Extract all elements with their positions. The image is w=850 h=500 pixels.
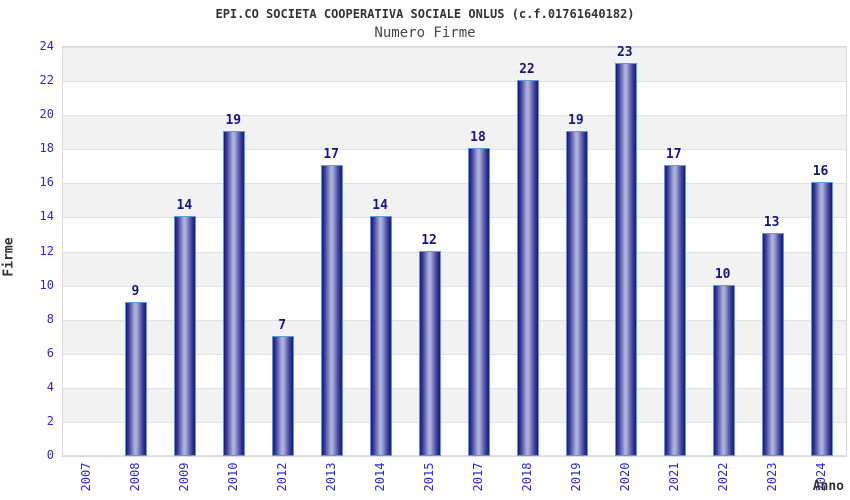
grid-band bbox=[63, 47, 846, 82]
bar-value-label: 19 bbox=[568, 113, 584, 129]
bar-value-label: 17 bbox=[323, 147, 339, 163]
x-tick-label: 2023 bbox=[764, 462, 779, 492]
x-tick-label: 2012 bbox=[275, 462, 290, 492]
gridline bbox=[63, 422, 846, 423]
x-tick-label: 2017 bbox=[470, 462, 485, 492]
x-tick-label: 2018 bbox=[519, 462, 534, 492]
bar bbox=[712, 284, 735, 456]
gridline bbox=[63, 388, 846, 389]
y-tick-label: 4 bbox=[46, 379, 54, 394]
bar-value-label: 9 bbox=[131, 283, 140, 299]
x-tick-label: 2015 bbox=[422, 462, 437, 492]
bar bbox=[419, 250, 442, 456]
bar-value-label: 17 bbox=[665, 147, 682, 163]
bar-value-label: 14 bbox=[372, 198, 388, 214]
gridline bbox=[63, 183, 846, 184]
y-tick-label: 12 bbox=[39, 243, 54, 258]
bar bbox=[663, 165, 686, 456]
bar-value-label: 13 bbox=[763, 215, 780, 231]
bar-value-label: 10 bbox=[714, 266, 731, 282]
bar-value-label: 7 bbox=[278, 317, 287, 333]
grid-band bbox=[63, 115, 846, 150]
bar-value-label: 14 bbox=[176, 198, 193, 214]
x-tick-label: 2008 bbox=[128, 462, 143, 492]
gridline bbox=[63, 115, 846, 116]
y-tick-label: 18 bbox=[39, 141, 54, 156]
bar-value-label: 16 bbox=[812, 164, 829, 180]
x-tick-label: 2022 bbox=[715, 462, 730, 492]
bar bbox=[810, 182, 833, 456]
x-tick-label: 2014 bbox=[373, 462, 388, 492]
x-tick-label: 2010 bbox=[226, 462, 241, 492]
bar bbox=[223, 131, 246, 456]
gridline bbox=[63, 217, 846, 218]
bar-value-label: 12 bbox=[421, 232, 437, 248]
bar bbox=[370, 216, 393, 456]
y-tick-label: 6 bbox=[46, 345, 54, 360]
y-tick-label: 22 bbox=[39, 73, 54, 88]
gridline bbox=[63, 320, 846, 321]
grid-band bbox=[63, 149, 846, 184]
y-tick-label: 2 bbox=[46, 413, 54, 428]
bar bbox=[125, 301, 148, 456]
gridline bbox=[63, 455, 846, 456]
x-tick-label: 2013 bbox=[324, 462, 339, 492]
x-tick-label: 2009 bbox=[177, 462, 192, 492]
bar bbox=[174, 216, 197, 456]
chart-title: EPI.CO SOCIETA COOPERATIVA SOCIALE ONLUS… bbox=[215, 7, 635, 21]
gridline bbox=[63, 47, 846, 48]
bar-value-label: 22 bbox=[519, 62, 535, 78]
gridline bbox=[63, 286, 846, 287]
gridline bbox=[63, 149, 846, 150]
y-tick-label: 8 bbox=[46, 311, 54, 326]
x-tick-label: 2007 bbox=[79, 462, 94, 492]
y-tick-label: 14 bbox=[39, 209, 54, 224]
y-tick-label: 0 bbox=[46, 448, 54, 462]
bar bbox=[321, 165, 344, 456]
gridline bbox=[63, 81, 846, 82]
grid-band bbox=[63, 81, 846, 116]
y-tick-label: 10 bbox=[39, 277, 54, 292]
bar bbox=[516, 80, 539, 456]
bar bbox=[467, 148, 490, 456]
bar bbox=[272, 335, 295, 456]
bar bbox=[565, 131, 588, 456]
y-tick-label: 20 bbox=[39, 107, 54, 122]
chart-plot-area bbox=[62, 46, 847, 457]
chart-subtitle: Numero Firme bbox=[374, 25, 476, 41]
bar-value-label: 19 bbox=[225, 113, 242, 129]
bar bbox=[614, 63, 637, 456]
bar-value-label: 18 bbox=[470, 130, 486, 146]
y-tick-label: 24 bbox=[39, 39, 54, 53]
gridline bbox=[63, 354, 846, 355]
grid-band bbox=[63, 183, 846, 218]
x-tick-label: 2019 bbox=[568, 462, 583, 492]
x-tick-label: 2020 bbox=[617, 462, 632, 492]
bar-value-label: 23 bbox=[616, 45, 633, 61]
gridline bbox=[63, 252, 846, 253]
y-tick-label: 16 bbox=[39, 175, 54, 190]
x-axis-title: Anno bbox=[812, 479, 844, 494]
bar bbox=[761, 233, 784, 456]
x-tick-label: 2021 bbox=[666, 462, 681, 492]
